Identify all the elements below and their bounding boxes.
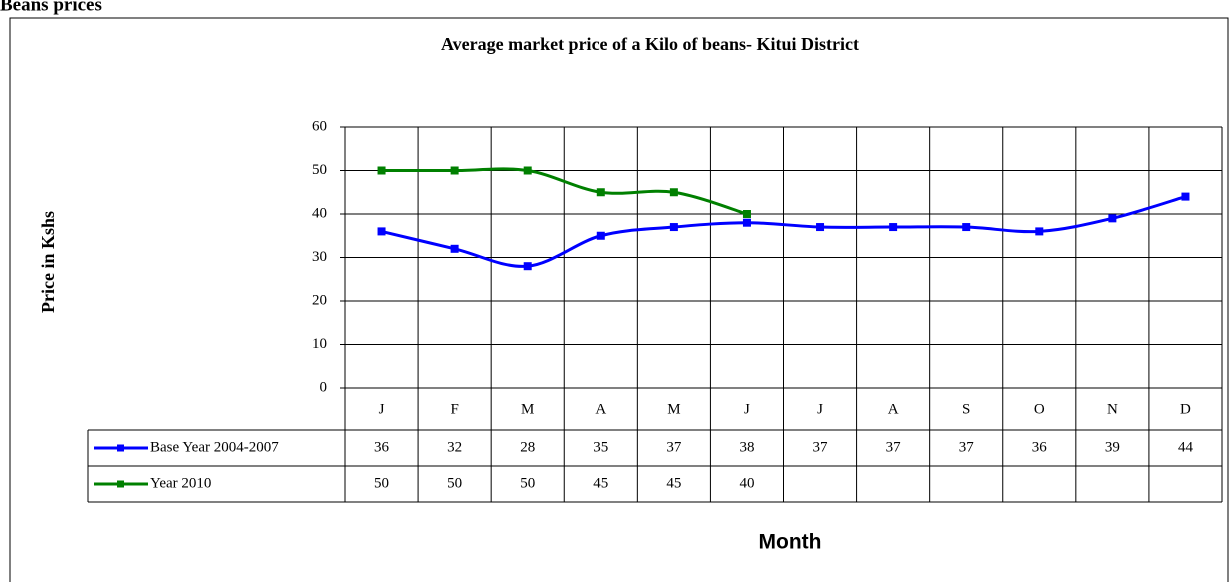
- y-tick-label: 60: [312, 118, 327, 134]
- legend-marker: [117, 480, 124, 488]
- point-marker: [816, 223, 825, 232]
- x-tick-label: F: [450, 401, 458, 417]
- x-tick-label: N: [1107, 401, 1118, 417]
- table-value: 35: [593, 439, 608, 455]
- table-value: 44: [1178, 439, 1194, 455]
- table-value: 37: [886, 439, 902, 455]
- point-marker: [523, 166, 532, 175]
- table-value: 36: [374, 439, 390, 455]
- x-tick-label: M: [521, 401, 534, 417]
- table-value: 37: [813, 439, 829, 455]
- table-value: 36: [1032, 439, 1048, 455]
- point-marker: [1035, 227, 1044, 236]
- point-marker: [962, 223, 971, 232]
- point-marker: [889, 223, 898, 232]
- chart-frame: [9, 17, 1229, 582]
- x-tick-label: S: [962, 401, 970, 417]
- heading: Beans prices: [0, 0, 102, 15]
- y-tick-label: 50: [312, 162, 327, 178]
- x-tick-label: M: [667, 401, 680, 417]
- table-value: 32: [447, 439, 462, 455]
- x-tick-label: A: [595, 401, 606, 417]
- x-tick-label: D: [1180, 401, 1191, 417]
- x-tick-label: J: [744, 401, 750, 417]
- point-marker: [450, 166, 459, 175]
- table-value: 50: [374, 475, 389, 491]
- table-value: 45: [593, 475, 608, 491]
- chart-title: Average market price of a Kilo of beans-…: [441, 34, 859, 54]
- table-value: 37: [666, 439, 682, 455]
- x-tick-label: J: [379, 401, 385, 417]
- x-tick-label: J: [817, 401, 823, 417]
- series-line: [381, 167, 748, 216]
- table-value: 50: [447, 475, 462, 491]
- table-value: 38: [739, 439, 754, 455]
- table-value: 40: [739, 475, 754, 491]
- x-tick-label: A: [888, 401, 899, 417]
- y-tick-label: 30: [312, 249, 327, 265]
- point-marker: [669, 223, 678, 232]
- point-marker: [742, 218, 751, 227]
- y-tick-label: 40: [312, 205, 327, 221]
- y-axis-label: Price in Kshs: [38, 211, 58, 313]
- table-value: 39: [1105, 439, 1120, 455]
- legend-label: Year 2010: [150, 475, 211, 491]
- point-marker: [377, 166, 386, 175]
- point-marker: [523, 262, 532, 271]
- table-value: 28: [520, 439, 535, 455]
- point-marker: [596, 231, 605, 240]
- y-tick-label: 0: [320, 379, 328, 395]
- series-line: [381, 195, 1186, 268]
- point-marker: [669, 188, 678, 197]
- point-marker: [596, 188, 605, 197]
- x-axis-label: Month: [759, 531, 822, 554]
- legend-label: Base Year 2004-2007: [150, 439, 279, 455]
- point-marker: [1181, 192, 1190, 201]
- point-marker: [377, 227, 386, 236]
- point-marker: [1108, 214, 1117, 223]
- y-tick-label: 20: [312, 292, 327, 308]
- y-tick-label: 10: [312, 336, 327, 352]
- x-tick-label: O: [1034, 401, 1045, 417]
- legend-marker: [117, 444, 124, 452]
- table-value: 45: [666, 475, 681, 491]
- point-marker: [450, 244, 459, 253]
- table-value: 50: [520, 475, 535, 491]
- table-value: 37: [959, 439, 975, 455]
- point-marker: [742, 210, 751, 218]
